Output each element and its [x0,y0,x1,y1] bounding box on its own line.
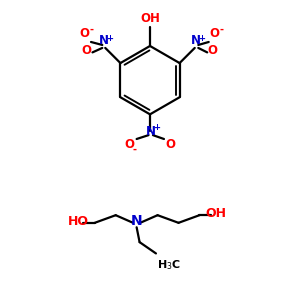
Text: +: + [106,34,113,43]
Text: OH: OH [205,207,226,220]
Text: N: N [146,125,156,138]
Text: N: N [131,214,142,228]
Text: +: + [153,123,160,132]
Text: +: + [198,34,205,43]
Text: O: O [79,27,89,40]
Text: O: O [124,138,134,152]
Text: -: - [132,144,136,154]
Text: N: N [99,34,109,47]
Text: HO: HO [68,215,89,228]
Text: -: - [89,25,93,35]
Text: -: - [219,25,223,35]
Text: O: O [165,138,175,152]
Text: O: O [81,44,91,57]
Text: N: N [190,34,201,47]
Text: H$_3$C: H$_3$C [158,258,182,272]
Text: O: O [208,44,218,57]
Text: O: O [210,27,220,40]
Text: OH: OH [140,13,160,26]
